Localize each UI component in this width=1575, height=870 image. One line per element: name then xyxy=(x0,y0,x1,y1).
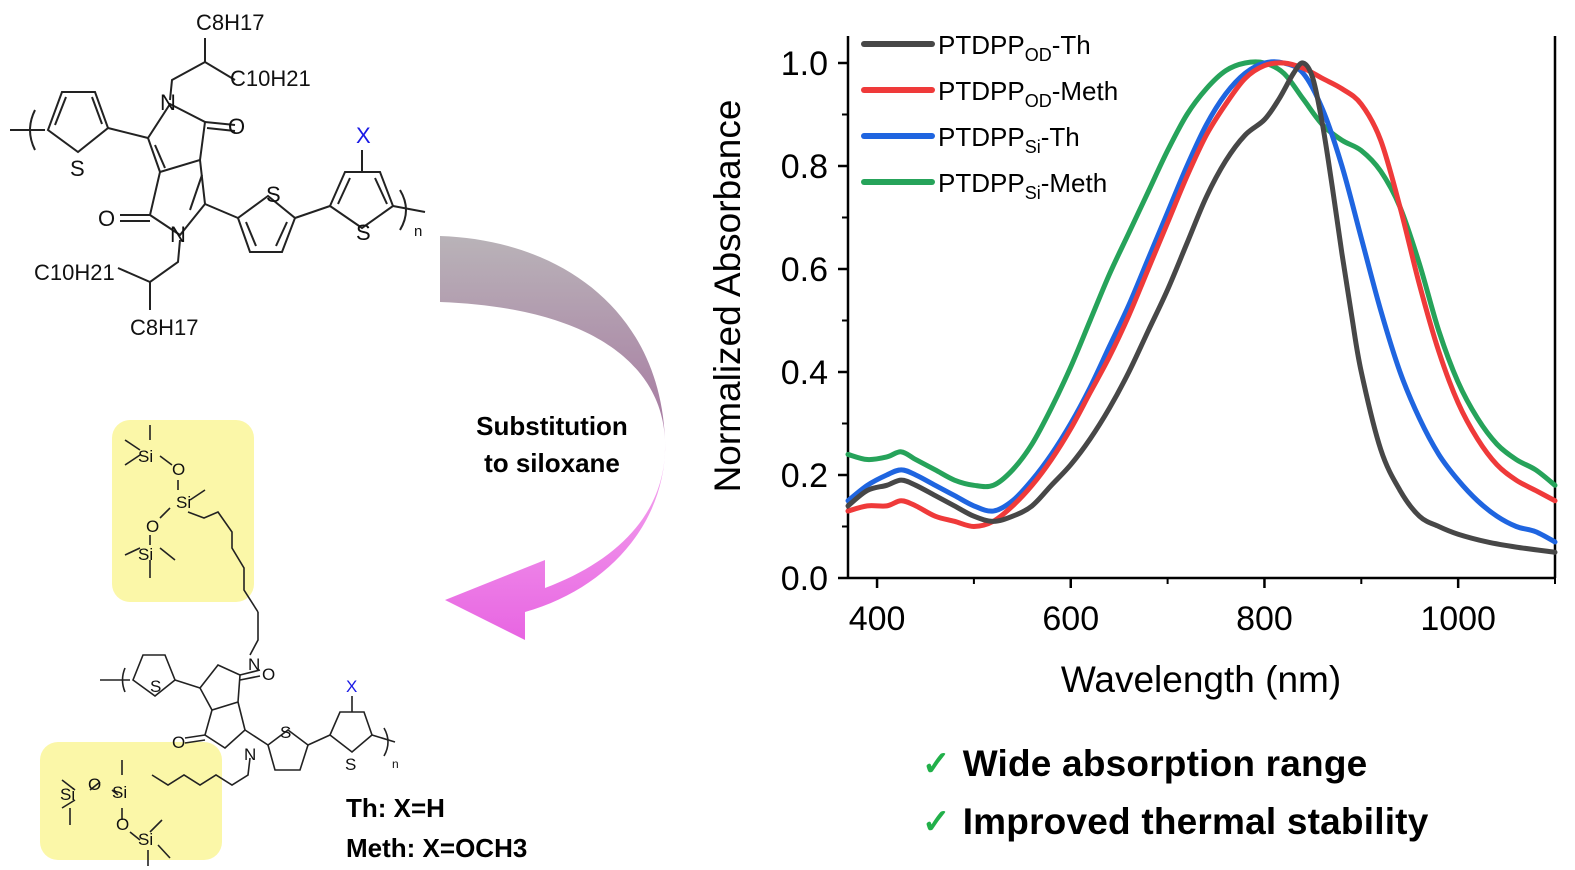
silicon-label: Si xyxy=(138,830,153,849)
top-polymer-labels: S N O O N S S C8H17 C10H21 C10H21 C8H17 … xyxy=(34,10,422,340)
definition-meth: Meth: X=OCH3 xyxy=(346,833,527,863)
nitrogen-label: N xyxy=(244,745,256,764)
silicon-label: Si xyxy=(112,783,127,802)
x-tick-label: 1000 xyxy=(1420,600,1496,638)
y-tick-label: 0.8 xyxy=(781,148,828,186)
definition-th: Th: X=H xyxy=(346,793,445,823)
sulfur-label: S xyxy=(70,156,85,181)
repeat-unit-label: n xyxy=(392,757,399,771)
repeat-unit-label: n xyxy=(414,223,422,240)
silicon-label: Si xyxy=(138,545,153,564)
oxygen-label: O xyxy=(116,815,129,834)
series-layer xyxy=(845,59,1558,555)
arrow-label: Substitution xyxy=(476,411,628,441)
oxygen-label: O xyxy=(172,733,185,752)
substituent-x-label: X xyxy=(346,677,357,696)
sulfur-label: S xyxy=(280,723,291,742)
x-axis-label: Wavelength (nm) xyxy=(1061,659,1341,700)
substitution-arrow xyxy=(440,236,666,640)
x-tick-label: 400 xyxy=(849,600,906,638)
sulfur-label: S xyxy=(266,182,281,207)
bottom-polymer-labels: Si O Si O Si S N O O N S S Si O Si O Si … xyxy=(60,447,399,849)
siloxane-highlight-top xyxy=(112,420,254,602)
claim-text: Wide absorption range xyxy=(962,743,1368,784)
oxygen-label: O xyxy=(88,775,101,794)
axis-layer: 0.0 0.2 0.4 0.6 0.8 1.0 400 600 800 1000 xyxy=(781,45,1556,638)
legend-label: PTDPPOD-Th xyxy=(938,30,1091,65)
oxygen-label: O xyxy=(98,206,115,231)
x-tick-label: 600 xyxy=(1042,600,1099,638)
y-tick-label: 0.4 xyxy=(781,354,828,392)
sulfur-label: S xyxy=(150,677,161,696)
arrow-label: to siloxane xyxy=(484,448,620,478)
claim-item: ✓ Wide absorption range xyxy=(922,735,1428,793)
legend-label: PTDPPSi-Th xyxy=(938,122,1080,157)
check-icon: ✓ xyxy=(922,803,951,841)
oxygen-label: O xyxy=(172,460,185,479)
sulfur-label: S xyxy=(345,755,356,774)
y-tick-label: 0.0 xyxy=(781,560,828,598)
silicon-label: Si xyxy=(60,785,75,804)
nitrogen-label: N xyxy=(160,90,176,115)
substituent-x-label: X xyxy=(356,123,371,148)
nitrogen-label: N xyxy=(170,222,186,247)
y-tick-label: 1.0 xyxy=(781,45,828,83)
check-icon: ✓ xyxy=(922,745,951,783)
series-line-ptdpp-si-meth xyxy=(845,59,1558,490)
alkyl-chain-label: C10H21 xyxy=(230,66,311,91)
siloxane-highlight-bottom xyxy=(40,742,222,860)
chemical-scheme: S N O O N S S C8H17 C10H21 C10H21 C8H17 … xyxy=(10,10,666,866)
oxygen-label: O xyxy=(146,517,159,536)
y-tick-label: 0.6 xyxy=(781,251,828,289)
oxygen-label: O xyxy=(228,114,245,139)
absorbance-chart: 0.0 0.2 0.4 0.6 0.8 1.0 400 600 800 1000 PTDPPOD-… xyxy=(707,30,1558,700)
top-polymer-structure xyxy=(10,38,426,310)
legend-label: PTDPPSi-Meth xyxy=(938,168,1107,203)
sulfur-label: S xyxy=(356,220,371,245)
x-tick-label: 800 xyxy=(1236,600,1293,638)
series-line-ptdpp-od-th xyxy=(845,60,1558,555)
legend-label: PTDPPOD-Meth xyxy=(938,76,1118,111)
y-tick-label: 0.2 xyxy=(781,457,828,495)
series-line-ptdpp-od-meth xyxy=(845,60,1558,529)
claims-list: ✓ Wide absorption range ✓ Improved therm… xyxy=(922,735,1428,851)
silicon-label: Si xyxy=(138,447,153,466)
claim-text: Improved thermal stability xyxy=(962,801,1429,842)
alkyl-chain-label: C8H17 xyxy=(130,315,198,340)
legend: PTDPPOD-Th PTDPPOD-Meth PTDPPSi-Th PTDPPSi-… xyxy=(861,30,1118,203)
bottom-polymer-structure xyxy=(61,425,396,866)
silicon-label: Si xyxy=(176,493,191,512)
claim-item: ✓ Improved thermal stability xyxy=(922,793,1428,851)
series-line-ptdpp-si-th xyxy=(845,59,1558,545)
oxygen-label: O xyxy=(262,665,275,684)
alkyl-chain-label: C8H17 xyxy=(196,10,264,35)
nitrogen-label: N xyxy=(248,655,260,674)
y-axis-label: Normalized Absorbance xyxy=(707,100,748,493)
alkyl-chain-label: C10H21 xyxy=(34,260,115,285)
